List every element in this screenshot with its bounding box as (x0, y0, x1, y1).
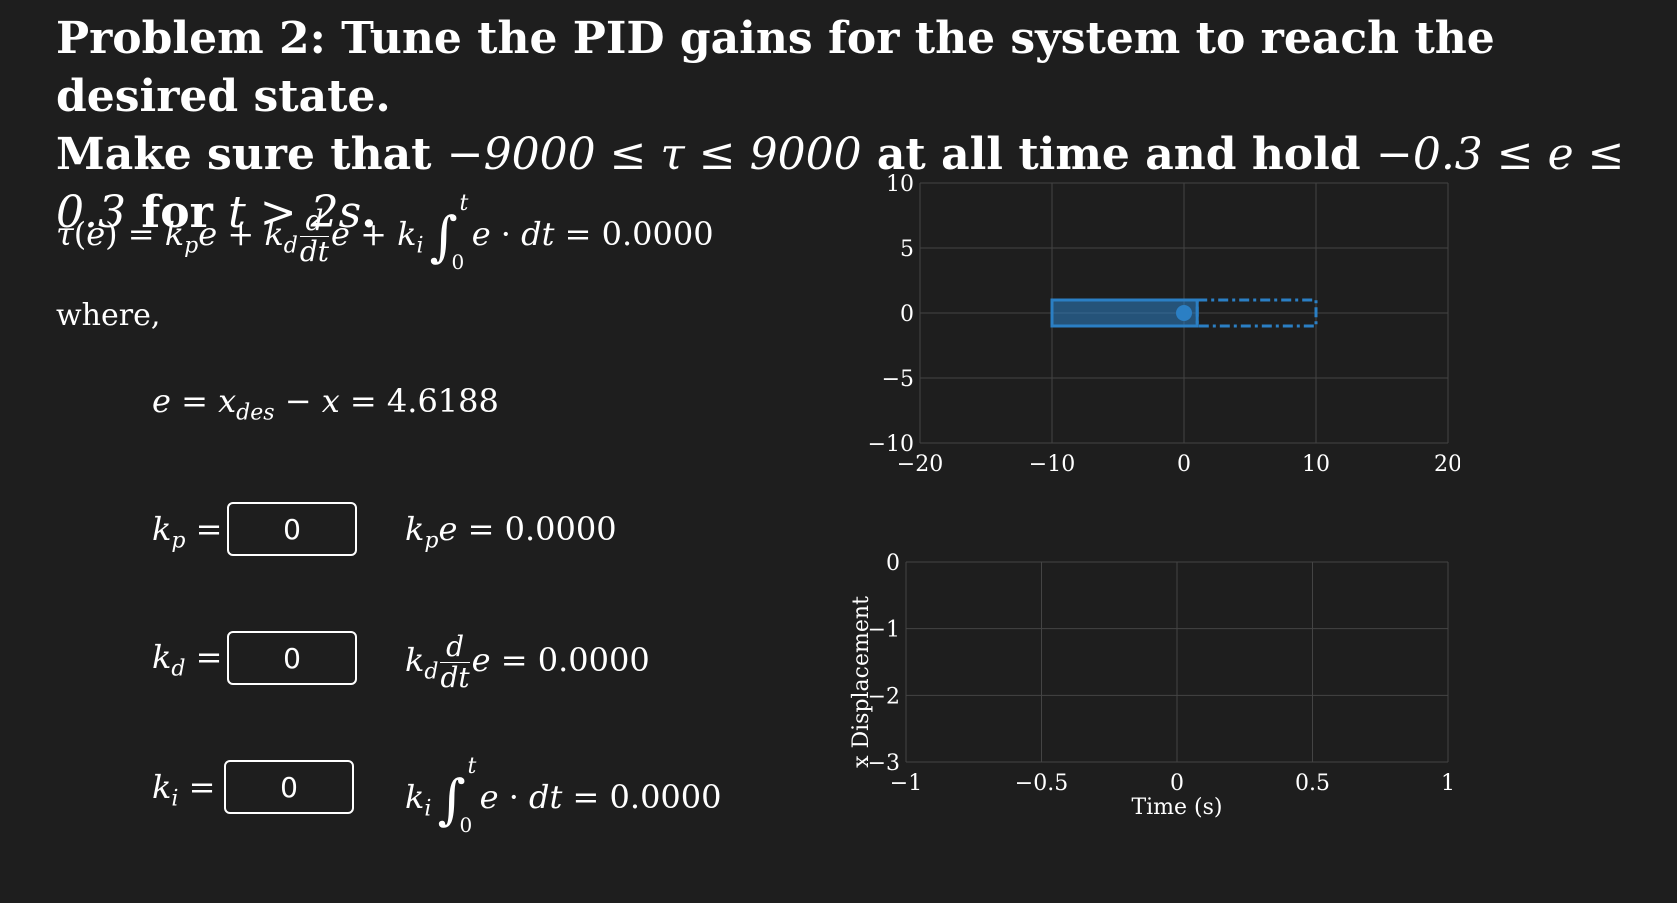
problem-constraints: Make sure that −9000 ≤ τ ≤ 9000 at all t… (56, 129, 1625, 238)
x-tick-label: −0.5 (1015, 771, 1068, 796)
ki-term: ki ∫ t 0 e · dt = 0.0000 (405, 754, 722, 837)
kd-term: kd d dt e = 0.0000 (405, 630, 650, 694)
y-tick-label: 0 (886, 551, 900, 576)
y-tick-label: 10 (886, 172, 914, 197)
kd-term-value: 0.0000 (537, 641, 650, 679)
error-constraint: −0.3 ≤ e ≤ 0.3 (56, 129, 1625, 238)
displacement-chart: −1 −0.5 0 0.5 1 0 −1 −2 −3 Time (s) x Displacement (849, 551, 1455, 820)
y-tick-label: 5 (900, 237, 914, 262)
where-label: where, (56, 298, 161, 333)
time-constraint: t > 2s (228, 187, 362, 238)
cart-position-point (1176, 305, 1192, 321)
kp-input[interactable] (227, 502, 357, 556)
x-tick-label: 10 (1302, 452, 1330, 477)
x-tick-label: −20 (897, 452, 943, 477)
y-tick-label: 0 (900, 302, 914, 327)
pid-equation: τ(e) = kpe + kd d dt e + ki ∫ t 0 e · dt = 0.00… (56, 191, 714, 274)
y-tick-label: −10 (868, 432, 914, 457)
ki-term-value: 0.0000 (609, 778, 722, 816)
x-tick-label: 20 (1434, 452, 1460, 477)
x-tick-label: −1 (890, 771, 922, 796)
cart-body (1050, 298, 1199, 328)
x-tick-label: 1 (1441, 771, 1455, 796)
x-axis-label: Time (s) (1131, 795, 1222, 820)
y-tick-label: −5 (882, 367, 914, 392)
kd-label: kd = (152, 638, 223, 682)
kp-term-value: 0.0000 (504, 510, 617, 548)
y-tick-label: −1 (868, 618, 900, 643)
problem-statement: Problem 2: Tune the PID gains for the sy… (56, 10, 1656, 242)
x-tick-label: 0 (1170, 771, 1184, 796)
error-value: 4.6188 (386, 382, 499, 420)
error-equation: e = xdes − x = 4.6188 (152, 382, 499, 426)
tau-constraint: −9000 ≤ τ ≤ 9000 (446, 129, 862, 180)
x-tick-label: 0 (1177, 452, 1191, 477)
y-tick-label: −2 (868, 684, 900, 709)
kd-input[interactable] (227, 631, 357, 685)
tau-value: 0.0000 (601, 215, 714, 253)
ki-input[interactable] (224, 760, 354, 814)
problem-title: Problem 2: Tune the PID gains for the sy… (56, 13, 1495, 122)
x-tick-label: 0.5 (1295, 771, 1330, 796)
ki-label: ki = (152, 768, 216, 812)
x-tick-label: −10 (1029, 452, 1075, 477)
kp-term: kpe = 0.0000 (405, 510, 617, 554)
kp-label: kp = (152, 510, 223, 554)
y-tick-label: −3 (868, 751, 900, 776)
y-axis-label: x Displacement (849, 596, 874, 768)
